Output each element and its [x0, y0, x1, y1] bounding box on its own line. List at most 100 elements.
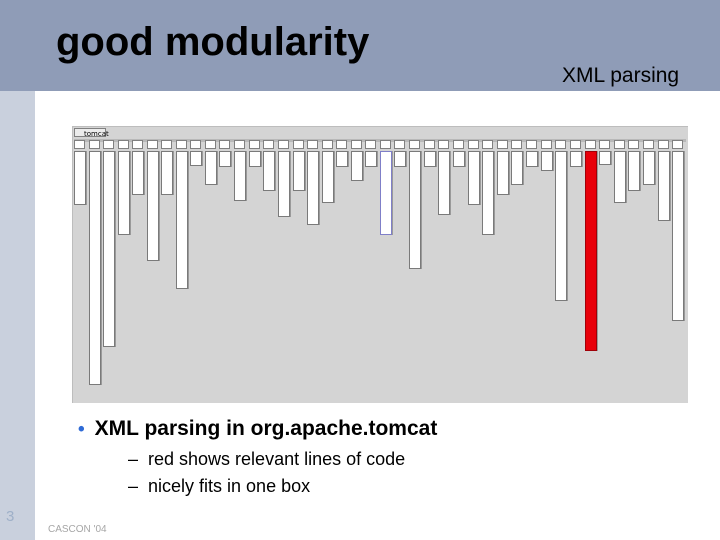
- class-box: [453, 151, 465, 167]
- package-header: [599, 140, 610, 149]
- class-box: [278, 151, 290, 217]
- class-box: [219, 151, 231, 167]
- package-header: [219, 140, 230, 149]
- class-box: [74, 151, 86, 205]
- package-header: [511, 140, 522, 149]
- class-box: [570, 151, 582, 167]
- package-header: [468, 140, 479, 149]
- package-header: [249, 140, 260, 149]
- sub-item-marker: –: [128, 476, 139, 496]
- class-box: [176, 151, 188, 289]
- package-header: [658, 140, 669, 149]
- package-header: [541, 140, 552, 149]
- package-header: [336, 140, 347, 149]
- class-box: [89, 151, 101, 385]
- class-box: [205, 151, 217, 185]
- header-band: [0, 0, 720, 91]
- package-header: [293, 140, 304, 149]
- package-header: [205, 140, 216, 149]
- package-header: [438, 140, 449, 149]
- package-header: [118, 140, 129, 149]
- sub-item-marker: –: [128, 449, 139, 469]
- slide-topic: XML parsing: [562, 64, 680, 87]
- package-header: [643, 140, 654, 149]
- class-box: [103, 151, 115, 347]
- slide-number: 3: [6, 508, 15, 525]
- package-header: [147, 140, 158, 149]
- bullet-text: XML parsing in org.apache.tomcat: [94, 417, 438, 440]
- root-package-box: tomcat: [74, 128, 109, 138]
- class-box: [234, 151, 246, 201]
- class-box: [336, 151, 348, 167]
- package-header: [263, 140, 274, 149]
- class-box: [658, 151, 670, 221]
- class-box: [526, 151, 538, 167]
- class-box: [365, 151, 377, 167]
- package-header: [307, 140, 318, 149]
- package-header: [161, 140, 172, 149]
- package-header: [74, 140, 85, 149]
- package-header: [570, 140, 581, 149]
- bullet-marker: •: [78, 419, 85, 440]
- package-header: [453, 140, 464, 149]
- class-box: [263, 151, 275, 191]
- root-package-label: tomcat: [84, 130, 109, 138]
- class-box: [628, 151, 640, 191]
- package-header: [614, 140, 625, 149]
- class-box: [147, 151, 159, 261]
- class-box: [409, 151, 421, 269]
- package-header: [365, 140, 376, 149]
- package-header: [103, 140, 114, 149]
- class-box: [482, 151, 494, 235]
- bullet-item: • XML parsing in org.apache.tomcat: [78, 417, 437, 441]
- package-header: [526, 140, 537, 149]
- sub-item-text: nicely fits in one box: [148, 476, 311, 496]
- package-header: [424, 140, 435, 149]
- class-box: [351, 151, 363, 181]
- package-header: [351, 140, 362, 149]
- class-box: [643, 151, 655, 185]
- class-box: [190, 151, 202, 166]
- sub-item: – nicely fits in one box: [128, 476, 310, 497]
- slide-title: good modularity: [56, 20, 370, 64]
- package-header: [628, 140, 639, 149]
- class-box: [322, 151, 334, 203]
- class-box: [511, 151, 523, 185]
- package-header: [482, 140, 493, 149]
- class-box: [541, 151, 553, 171]
- class-box: [424, 151, 436, 167]
- class-box: [118, 151, 130, 235]
- class-box: [672, 151, 684, 321]
- sub-item: – red shows relevant lines of code: [128, 449, 405, 470]
- package-header: [190, 140, 201, 149]
- package-header: [322, 140, 333, 149]
- class-box: [380, 151, 392, 235]
- package-header: [132, 140, 143, 149]
- module-visualization: tomcat: [72, 126, 688, 403]
- class-box: [614, 151, 626, 203]
- class-box: [394, 151, 406, 167]
- class-box: [497, 151, 509, 195]
- package-header: [89, 140, 100, 149]
- package-header: [234, 140, 245, 149]
- package-header: [278, 140, 289, 149]
- package-header: [497, 140, 508, 149]
- package-header: [555, 140, 566, 149]
- class-box: [555, 151, 567, 301]
- package-header: [394, 140, 405, 149]
- footer-text: CASCON '04: [48, 524, 107, 535]
- class-box: [293, 151, 305, 191]
- package-header: [380, 140, 391, 149]
- package-header: [585, 140, 596, 149]
- class-box: [599, 151, 611, 165]
- class-box: [307, 151, 319, 225]
- class-box: [468, 151, 480, 205]
- package-header: [176, 140, 187, 149]
- package-header: [672, 140, 683, 149]
- left-strip: [0, 91, 35, 540]
- class-box: [249, 151, 261, 167]
- class-box: [438, 151, 450, 215]
- class-box: [132, 151, 144, 195]
- highlighted-class-box: [585, 151, 597, 351]
- package-header: [409, 140, 420, 149]
